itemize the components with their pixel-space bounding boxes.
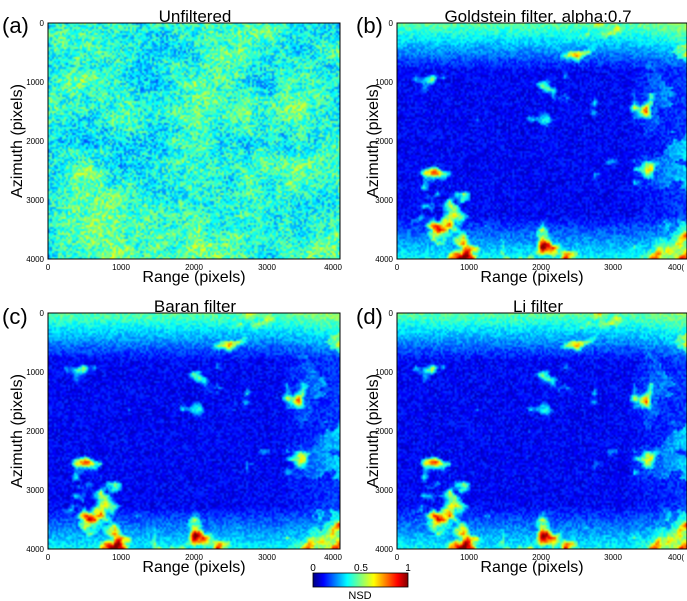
colorbar-tick: 0: [310, 563, 316, 574]
x-tick: 0: [395, 263, 400, 272]
y-ticks: 0 1000 2000 3000 4000: [26, 309, 44, 554]
y-tick: 1000: [26, 368, 44, 377]
y-ticks: 0 1000 2000 3000 4000: [26, 19, 44, 264]
x-tick: 1000: [112, 263, 130, 272]
x-tick: 2000: [185, 553, 203, 562]
x-tick: 2000: [185, 263, 203, 272]
y-axis-label: Azimuth (pixels): [9, 84, 26, 198]
colorbar-tick: 1: [405, 563, 411, 574]
nsd-map-baran: [48, 313, 340, 549]
y-axis-label: Azimuth (pixels): [365, 84, 382, 198]
y-tick: 0: [389, 309, 394, 318]
plot-frame: [47, 22, 341, 260]
x-tick: 3000: [258, 263, 276, 272]
panel-a: (a) Unfiltered 0 1000 2000 3000 4000 0 1…: [2, 7, 342, 286]
panel-letter: (d): [356, 304, 383, 329]
y-tick: 1000: [26, 78, 44, 87]
panel-title: Goldstein filter, alpha:0.7: [444, 7, 631, 26]
y-axis-label: Azimuth (pixels): [9, 374, 26, 488]
x-ticks: 0 1000 2000 3000 400(: [395, 263, 685, 272]
plot-frame: [396, 312, 687, 550]
x-tick: 400(: [668, 553, 684, 562]
y-tick: 1000: [375, 368, 393, 377]
panel-title: Baran filter: [154, 297, 237, 316]
y-tick: 3000: [375, 196, 393, 205]
y-ticks: 0 1000 2000 3000 4000: [375, 309, 393, 554]
y-tick: 2000: [375, 137, 393, 146]
panel-letter: (b): [356, 13, 383, 38]
x-axis-label: Range (pixels): [142, 559, 245, 576]
x-tick: 0: [46, 553, 51, 562]
panel-c: (c) Baran filter 0 1000 2000 3000 4000 0…: [2, 297, 342, 576]
panel-title: Unfiltered: [159, 7, 232, 26]
x-axis-label: Range (pixels): [480, 269, 583, 286]
x-ticks: 0 1000 2000 3000 4000: [46, 263, 343, 272]
x-axis-label: Range (pixels): [480, 559, 583, 576]
y-tick: 0: [389, 19, 394, 28]
colorbar-tick: 0.5: [354, 563, 368, 574]
colorbar-gradient: [312, 572, 409, 588]
x-tick: 0: [46, 263, 51, 272]
panel-letter: (c): [2, 304, 28, 329]
y-tick: 4000: [375, 545, 393, 554]
x-tick: 1000: [460, 263, 478, 272]
plot-frame: [396, 22, 687, 260]
y-ticks: 0 1000 2000 3000 4000: [375, 19, 393, 264]
x-ticks: 0 1000 2000 3000 4000: [46, 553, 343, 562]
x-tick: 4000: [324, 553, 342, 562]
x-axis-label: Range (pixels): [142, 269, 245, 286]
x-tick: 0: [395, 553, 400, 562]
x-tick: 3000: [604, 263, 622, 272]
y-tick: 4000: [26, 545, 44, 554]
y-tick: 3000: [26, 486, 44, 495]
colorbar-label: NSD: [348, 590, 371, 601]
nsd-map-goldstein: [397, 23, 687, 259]
y-tick: 3000: [26, 196, 44, 205]
y-tick: 3000: [375, 486, 393, 495]
x-tick: 1000: [112, 553, 130, 562]
x-tick: 1000: [460, 553, 478, 562]
x-tick: 3000: [604, 553, 622, 562]
x-tick: 2000: [532, 553, 550, 562]
panel-d: (d) Li filter 0 1000 2000 3000 4000 0 10…: [356, 297, 687, 576]
panel-title: Li filter: [513, 297, 563, 316]
x-tick: 400(: [668, 263, 684, 272]
y-tick: 0: [40, 19, 45, 28]
panel-b: (b) Goldstein filter, alpha:0.7 0 1000 2…: [356, 7, 687, 286]
y-tick: 2000: [26, 427, 44, 436]
x-tick: 4000: [324, 263, 342, 272]
y-tick: 4000: [26, 255, 44, 264]
nsd-map-unfiltered: [48, 23, 340, 259]
y-tick: 0: [40, 309, 45, 318]
y-tick: 2000: [375, 427, 393, 436]
colorbar: 0 0.5 1 NSD: [310, 563, 411, 601]
y-tick: 4000: [375, 255, 393, 264]
y-axis-label: Azimuth (pixels): [365, 374, 382, 488]
nsd-map-li: [397, 313, 687, 549]
panel-letter: (a): [2, 13, 29, 38]
y-tick: 2000: [26, 137, 44, 146]
y-tick: 1000: [375, 78, 393, 87]
x-ticks: 0 1000 2000 3000 400(: [395, 553, 685, 562]
x-tick: 3000: [258, 553, 276, 562]
plot-frame: [47, 312, 341, 550]
x-tick: 2000: [532, 263, 550, 272]
